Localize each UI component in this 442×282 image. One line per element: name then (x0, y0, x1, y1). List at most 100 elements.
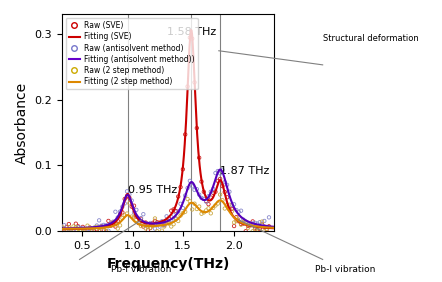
Raw (SVE) (228, 207, 235, 211)
Text: 1.87 THz: 1.87 THz (221, 166, 270, 176)
Fitting (2 step method) (59, 227, 65, 231)
Raw (antisolvent method) (240, 217, 247, 222)
Raw (antisolvent method) (237, 208, 244, 213)
Raw (antisolvent method) (117, 209, 124, 214)
X-axis label: Frequency(THz): Frequency(THz) (106, 257, 230, 270)
Raw (2 step method) (172, 216, 179, 221)
Fitting (SVE) (267, 226, 272, 230)
Raw (2 step method) (68, 227, 75, 232)
Raw (antisolvent method) (196, 192, 203, 197)
Raw (SVE) (244, 224, 251, 228)
Raw (SVE) (172, 209, 179, 213)
Raw (SVE) (91, 229, 98, 233)
Raw (2 step method) (75, 227, 82, 231)
Fitting (2 step method) (160, 224, 165, 227)
Fitting (SVE) (174, 201, 179, 205)
Line: Fitting (SVE): Fitting (SVE) (62, 30, 274, 229)
Raw (2 step method) (98, 225, 105, 230)
Raw (2 step method) (82, 228, 89, 232)
Raw (SVE) (93, 227, 100, 232)
Raw (antisolvent method) (145, 222, 152, 227)
Raw (SVE) (187, 35, 194, 40)
Raw (SVE) (219, 184, 226, 188)
Fitting (antisolvent method)) (233, 210, 239, 213)
Raw (antisolvent method) (126, 192, 133, 197)
Raw (antisolvent method) (98, 223, 105, 228)
Raw (SVE) (58, 225, 65, 230)
Raw (2 step method) (240, 220, 247, 224)
Raw (antisolvent method) (130, 210, 137, 215)
Raw (SVE) (103, 229, 110, 233)
Raw (SVE) (175, 194, 182, 199)
Raw (antisolvent method) (88, 228, 95, 232)
Raw (antisolvent method) (263, 225, 270, 229)
Raw (SVE) (231, 224, 238, 228)
Raw (SVE) (110, 221, 117, 226)
Raw (antisolvent method) (212, 171, 219, 175)
Raw (2 step method) (61, 229, 68, 233)
Raw (SVE) (189, 36, 196, 41)
Raw (2 step method) (266, 225, 273, 229)
Raw (antisolvent method) (152, 226, 159, 231)
Raw (antisolvent method) (266, 215, 273, 220)
Raw (antisolvent method) (175, 209, 182, 214)
Raw (antisolvent method) (77, 226, 84, 230)
Raw (2 step method) (86, 225, 93, 230)
Raw (antisolvent method) (161, 223, 168, 228)
Fitting (antisolvent method)) (267, 225, 272, 228)
Fitting (antisolvent method)) (218, 168, 223, 171)
Fitting (2 step method) (161, 223, 167, 227)
Fitting (2 step method) (217, 199, 223, 202)
Raw (antisolvent method) (207, 190, 214, 194)
Raw (antisolvent method) (75, 225, 82, 230)
Raw (2 step method) (165, 221, 172, 226)
Raw (2 step method) (249, 229, 256, 233)
Raw (antisolvent method) (231, 202, 238, 206)
Raw (antisolvent method) (119, 204, 126, 209)
Raw (2 step method) (84, 223, 91, 228)
Raw (2 step method) (170, 222, 177, 226)
Raw (SVE) (163, 219, 170, 223)
Raw (2 step method) (219, 198, 226, 202)
Raw (2 step method) (200, 210, 207, 215)
Fitting (2 step method) (233, 218, 239, 221)
Raw (antisolvent method) (235, 210, 242, 214)
Raw (SVE) (154, 220, 161, 224)
Raw (antisolvent method) (247, 223, 254, 227)
Raw (2 step method) (163, 219, 170, 223)
Raw (2 step method) (128, 214, 135, 219)
Raw (2 step method) (121, 213, 128, 218)
Raw (antisolvent method) (63, 228, 70, 233)
Raw (SVE) (247, 222, 254, 227)
Raw (antisolvent method) (147, 221, 154, 225)
Raw (SVE) (182, 132, 189, 137)
Raw (2 step method) (207, 211, 214, 215)
Raw (SVE) (251, 226, 259, 231)
Fitting (SVE) (271, 226, 277, 230)
Raw (SVE) (128, 204, 135, 209)
Raw (2 step method) (177, 213, 184, 218)
Raw (antisolvent method) (72, 225, 80, 230)
Raw (2 step method) (140, 221, 147, 225)
Raw (2 step method) (126, 201, 133, 206)
Text: Pb-I vibration: Pb-I vibration (111, 265, 171, 274)
Raw (2 step method) (77, 229, 84, 233)
Raw (2 step method) (242, 219, 249, 224)
Raw (antisolvent method) (233, 208, 240, 212)
Raw (antisolvent method) (242, 221, 249, 225)
Raw (SVE) (233, 215, 240, 219)
Raw (antisolvent method) (179, 206, 187, 210)
Raw (2 step method) (193, 207, 200, 211)
Raw (SVE) (98, 224, 105, 228)
Raw (SVE) (112, 224, 119, 229)
Raw (2 step method) (137, 224, 145, 228)
Raw (SVE) (75, 224, 82, 229)
Raw (SVE) (235, 219, 242, 224)
Raw (SVE) (72, 221, 80, 226)
Raw (SVE) (196, 155, 203, 160)
Raw (antisolvent method) (70, 229, 77, 233)
Raw (antisolvent method) (177, 202, 184, 206)
Raw (2 step method) (212, 203, 219, 208)
Fitting (2 step method) (174, 218, 179, 222)
Raw (antisolvent method) (259, 223, 266, 228)
